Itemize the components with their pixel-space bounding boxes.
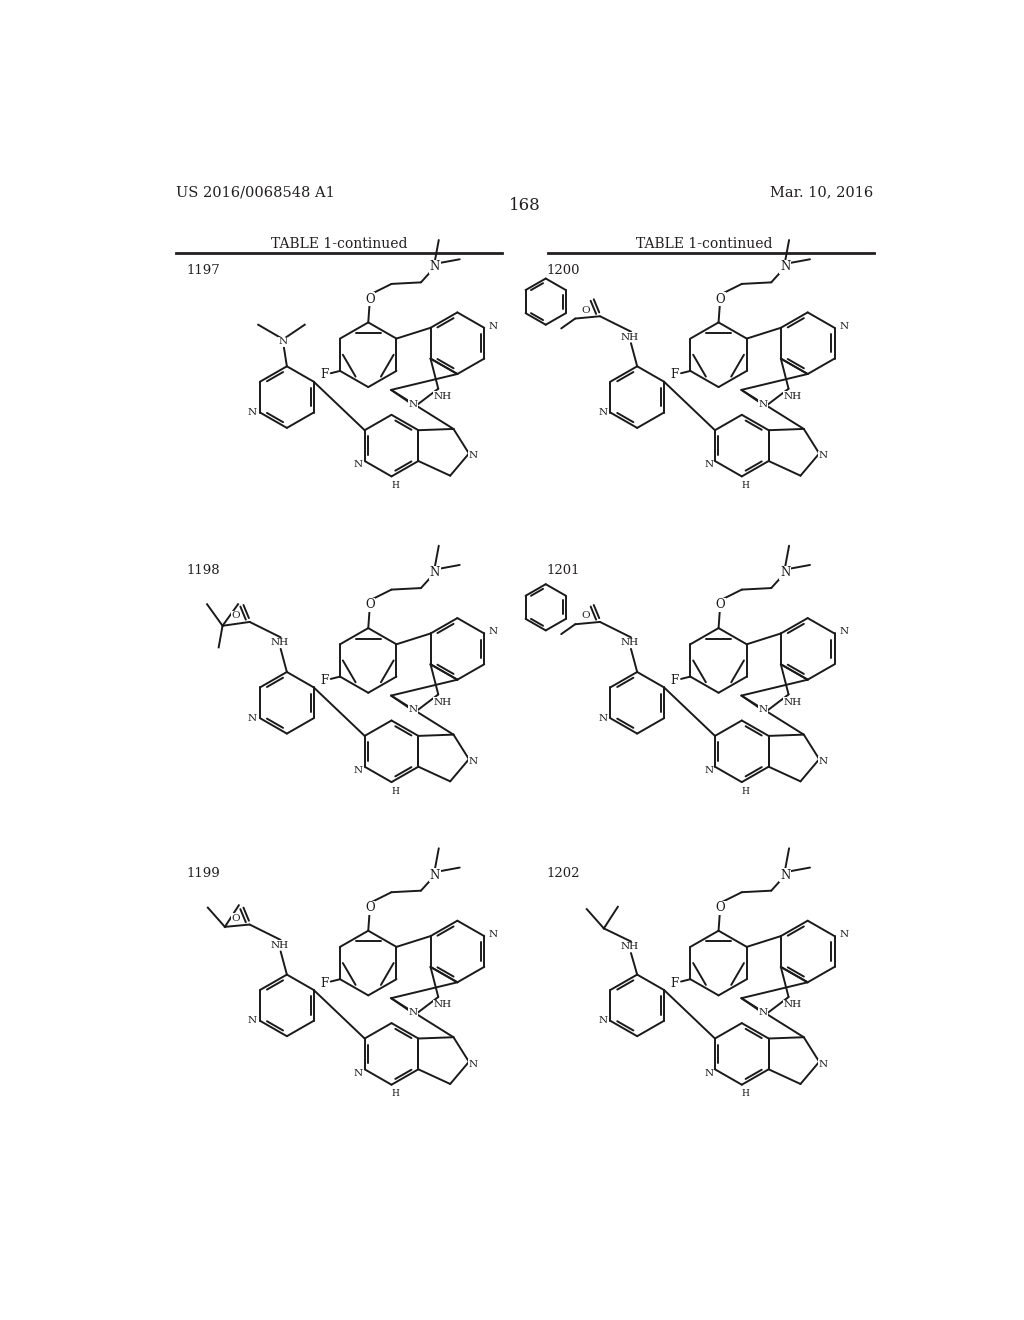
Text: O: O xyxy=(582,306,591,314)
Text: F: F xyxy=(671,675,679,686)
Text: N: N xyxy=(759,400,768,408)
Text: N: N xyxy=(430,260,440,273)
Text: N: N xyxy=(248,714,257,722)
Text: N: N xyxy=(598,1016,607,1026)
Text: NH: NH xyxy=(621,942,639,952)
Text: NH: NH xyxy=(783,698,802,706)
Text: H: H xyxy=(741,787,750,796)
Text: H: H xyxy=(391,787,399,796)
Text: N: N xyxy=(759,705,768,714)
Text: N: N xyxy=(598,408,607,417)
Text: N: N xyxy=(248,1016,257,1026)
Text: O: O xyxy=(231,913,240,923)
Text: F: F xyxy=(321,675,329,686)
Text: N: N xyxy=(468,1060,477,1069)
Text: O: O xyxy=(231,611,240,620)
Text: NH: NH xyxy=(433,1001,452,1010)
Text: N: N xyxy=(759,1008,768,1016)
Text: N: N xyxy=(705,766,714,775)
Text: NH: NH xyxy=(621,639,639,647)
Text: TABLE 1-continued: TABLE 1-continued xyxy=(270,238,408,251)
Text: H: H xyxy=(391,1089,399,1098)
Text: F: F xyxy=(321,368,329,381)
Text: N: N xyxy=(840,322,849,331)
Text: H: H xyxy=(741,1089,750,1098)
Text: US 2016/0068548 A1: US 2016/0068548 A1 xyxy=(176,185,335,199)
Text: N: N xyxy=(598,714,607,722)
Text: N: N xyxy=(430,869,440,882)
Text: NH: NH xyxy=(783,392,802,401)
Text: N: N xyxy=(488,627,498,636)
Text: N: N xyxy=(705,461,714,470)
Text: O: O xyxy=(716,902,725,915)
Text: F: F xyxy=(321,977,329,990)
Text: O: O xyxy=(716,598,725,611)
Text: N: N xyxy=(468,756,477,766)
Text: F: F xyxy=(671,368,679,381)
Text: N: N xyxy=(279,337,288,346)
Text: N: N xyxy=(818,756,827,766)
Text: N: N xyxy=(354,1069,364,1077)
Text: N: N xyxy=(354,461,364,470)
Text: NH: NH xyxy=(783,1001,802,1010)
Text: N: N xyxy=(248,408,257,417)
Text: NH: NH xyxy=(433,698,452,706)
Text: N: N xyxy=(818,451,827,461)
Text: F: F xyxy=(671,977,679,990)
Text: H: H xyxy=(741,482,750,490)
Text: N: N xyxy=(468,451,477,461)
Text: NH: NH xyxy=(270,639,288,647)
Text: N: N xyxy=(840,627,849,636)
Text: N: N xyxy=(430,566,440,579)
Text: O: O xyxy=(365,293,375,306)
Text: N: N xyxy=(488,931,498,939)
Text: N: N xyxy=(780,869,791,882)
Text: O: O xyxy=(365,598,375,611)
Text: Mar. 10, 2016: Mar. 10, 2016 xyxy=(770,185,873,199)
Text: 1197: 1197 xyxy=(186,264,220,277)
Text: 1198: 1198 xyxy=(186,564,220,577)
Text: N: N xyxy=(840,931,849,939)
Text: N: N xyxy=(488,322,498,331)
Text: N: N xyxy=(409,400,418,408)
Text: N: N xyxy=(409,1008,418,1016)
Text: H: H xyxy=(391,482,399,490)
Text: N: N xyxy=(780,260,791,273)
Text: NH: NH xyxy=(621,333,639,342)
Text: N: N xyxy=(705,1069,714,1077)
Text: N: N xyxy=(780,566,791,579)
Text: NH: NH xyxy=(270,941,288,950)
Text: 168: 168 xyxy=(509,197,541,214)
Text: 1202: 1202 xyxy=(547,867,580,880)
Text: O: O xyxy=(365,902,375,915)
Text: 1199: 1199 xyxy=(186,867,220,880)
Text: N: N xyxy=(818,1060,827,1069)
Text: N: N xyxy=(354,766,364,775)
Text: NH: NH xyxy=(433,392,452,401)
Text: TABLE 1-continued: TABLE 1-continued xyxy=(636,238,773,251)
Text: 1201: 1201 xyxy=(547,564,580,577)
Text: 1200: 1200 xyxy=(547,264,580,277)
Text: N: N xyxy=(409,705,418,714)
Text: O: O xyxy=(582,611,591,620)
Text: O: O xyxy=(716,293,725,306)
